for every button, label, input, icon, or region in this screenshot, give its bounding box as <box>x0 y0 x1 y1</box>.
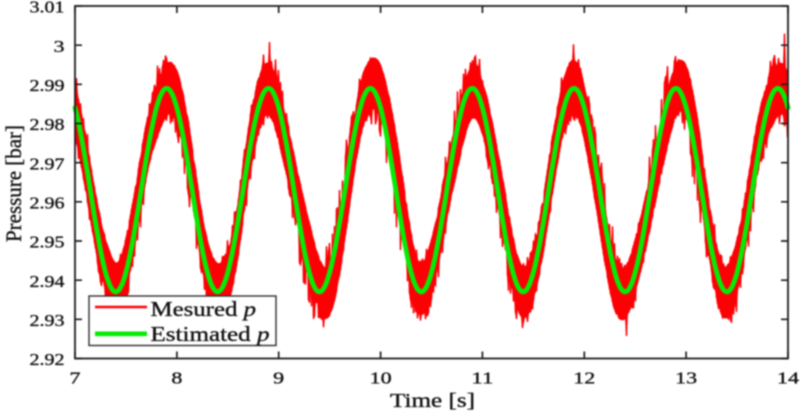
svg-text:3: 3 <box>54 37 65 56</box>
svg-text:9: 9 <box>273 369 284 388</box>
svg-text:13: 13 <box>675 369 697 388</box>
svg-text:2.94: 2.94 <box>30 272 66 291</box>
svg-text:10: 10 <box>370 369 392 388</box>
svg-text:2.95: 2.95 <box>30 233 65 252</box>
svg-text:2.98: 2.98 <box>30 115 65 134</box>
svg-text:Time [s]: Time [s] <box>390 390 475 412</box>
svg-text:2.96: 2.96 <box>30 193 65 212</box>
svg-text:Mesured p: Mesured p <box>151 297 257 321</box>
svg-text:12: 12 <box>573 369 595 388</box>
svg-text:Pressure [bar]: Pressure [bar] <box>1 125 26 242</box>
svg-text:11: 11 <box>471 369 493 388</box>
svg-text:14: 14 <box>777 369 800 388</box>
svg-text:2.99: 2.99 <box>30 76 65 95</box>
svg-text:Estimated p: Estimated p <box>151 322 270 346</box>
svg-text:2.92: 2.92 <box>30 350 65 369</box>
svg-text:2.93: 2.93 <box>30 311 65 330</box>
svg-text:2.97: 2.97 <box>30 154 66 173</box>
svg-text:8: 8 <box>171 369 182 388</box>
svg-text:3.01: 3.01 <box>30 0 65 17</box>
svg-text:7: 7 <box>70 369 82 388</box>
